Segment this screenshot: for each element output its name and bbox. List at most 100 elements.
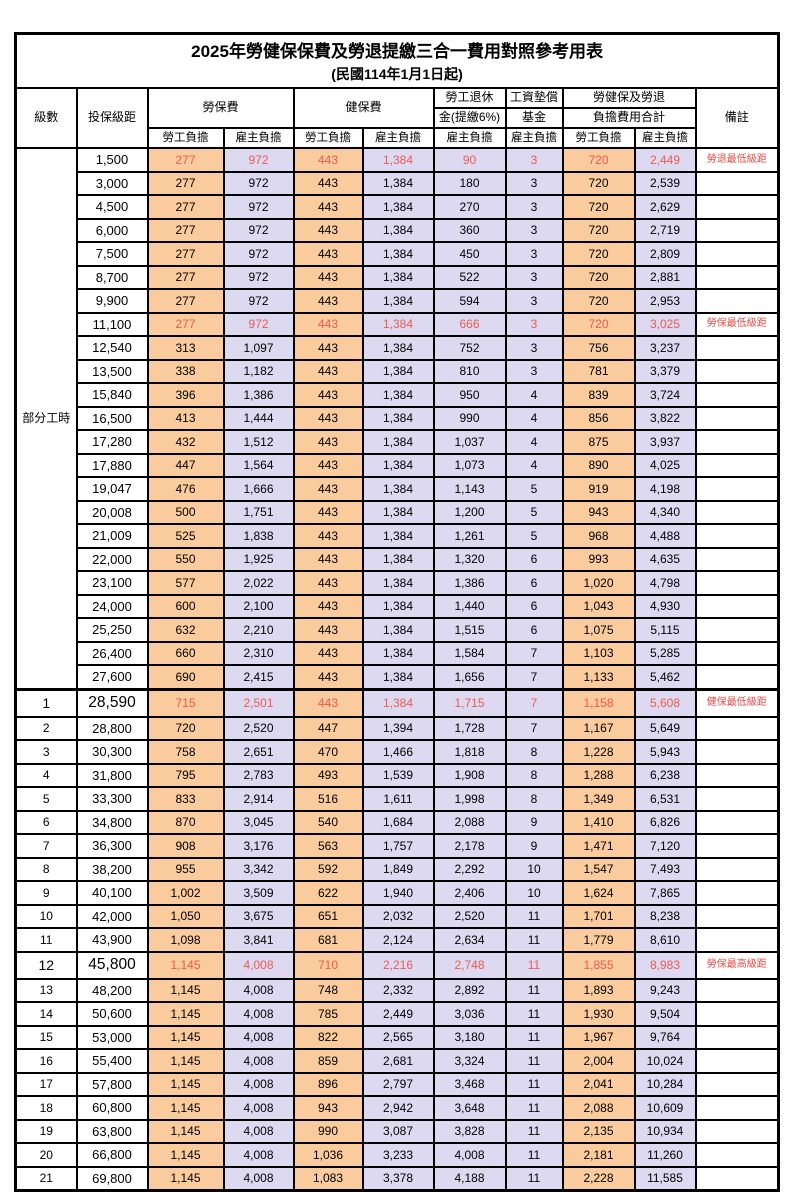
value-cell: 856 (561, 405, 636, 431)
value-cell: 277 (146, 264, 225, 290)
value-cell: 3,937 (633, 429, 697, 455)
remark-cell (694, 358, 780, 384)
value-cell: 11,585 (633, 1165, 697, 1192)
value-cell: 277 (146, 241, 225, 267)
value-cell: 4,008 (222, 977, 295, 1003)
value-cell: 4 (504, 452, 564, 478)
level-cell: 20 (14, 1142, 78, 1168)
value-cell: 720 (146, 715, 225, 741)
value-cell: 720 (561, 288, 636, 314)
value-cell: 919 (561, 476, 636, 502)
value-cell: 2,719 (633, 217, 697, 243)
remark-cell: 勞保最低級距 (694, 311, 780, 337)
value-cell: 277 (146, 147, 225, 173)
value-cell: 4,008 (222, 1048, 295, 1074)
value-cell: 3,176 (222, 833, 295, 859)
remark-cell (694, 170, 780, 196)
value-cell: 1,384 (361, 358, 435, 384)
value-cell: 859 (292, 1048, 364, 1074)
value-cell: 4,008 (222, 1024, 295, 1050)
value-cell: 3 (504, 288, 564, 314)
remark-cell (694, 617, 780, 643)
level-cell: 17 (14, 1071, 78, 1097)
table-row: 16 55,400 1,145 4,008 859 2,681 3,324 11 2,004 10… (14, 1048, 780, 1074)
value-cell: 500 (146, 499, 225, 525)
value-cell: 681 (292, 927, 364, 953)
value-cell: 493 (292, 762, 364, 788)
value-cell: 277 (146, 288, 225, 314)
value-cell: 7 (504, 715, 564, 741)
bracket-cell: 23,100 (75, 570, 149, 596)
value-cell: 972 (222, 311, 295, 337)
table-row: 17 57,800 1,145 4,008 896 2,797 3,468 11 2,041 10… (14, 1071, 780, 1097)
value-cell: 443 (292, 170, 364, 196)
value-cell: 5,115 (633, 617, 697, 643)
table-row: 3 30,300 758 2,651 470 1,466 1,818 8 1,228 5,943 (14, 739, 780, 765)
table-row: 4,500 277 972 443 1,384 270 3 720 2,629 (16, 194, 780, 220)
value-cell: 1,145 (146, 1048, 225, 1074)
value-cell: 577 (146, 570, 225, 596)
value-cell: 4,008 (432, 1142, 507, 1168)
col-header-remark: 備註 (694, 87, 780, 149)
value-cell: 720 (561, 264, 636, 290)
value-cell: 443 (292, 358, 364, 384)
part-time-group-label: 部分工時 (14, 147, 78, 690)
value-cell: 3,324 (432, 1048, 507, 1074)
table-row: 1 28,590 715 2,501 443 1,384 1,715 7 1,158 5,608 健… (14, 687, 780, 718)
value-cell: 563 (292, 833, 364, 859)
value-cell: 11 (504, 1071, 564, 1097)
value-cell: 443 (292, 687, 364, 718)
value-cell: 4,008 (222, 950, 295, 980)
value-cell: 756 (561, 335, 636, 361)
value-cell: 710 (292, 950, 364, 980)
bracket-cell: 3,000 (75, 170, 149, 196)
value-cell: 993 (561, 546, 636, 572)
remark-cell (694, 241, 780, 267)
value-cell: 360 (432, 217, 507, 243)
value-cell: 470 (292, 739, 364, 765)
table-row: 7,500 277 972 443 1,384 450 3 720 2,809 (16, 241, 780, 267)
remark-cell (694, 977, 780, 1003)
bracket-cell: 69,800 (75, 1165, 149, 1192)
table-row: 4 31,800 795 2,783 493 1,539 1,908 8 1,288 6,238 (14, 762, 780, 788)
value-cell: 540 (292, 809, 364, 835)
table-row: 17,880 447 1,564 443 1,384 1,073 4 890 4,025 (16, 452, 780, 478)
value-cell: 443 (292, 640, 364, 666)
value-cell: 11 (504, 1095, 564, 1121)
value-cell: 7,120 (633, 833, 697, 859)
value-cell: 443 (292, 570, 364, 596)
value-cell: 3 (504, 311, 564, 337)
value-cell: 3 (504, 335, 564, 361)
level-cell: 11 (14, 927, 78, 953)
table-row: 26,400 660 2,310 443 1,384 1,584 7 1,103 5,285 (16, 640, 780, 666)
value-cell: 968 (561, 523, 636, 549)
value-cell: 785 (292, 1001, 364, 1027)
col-header-total-line2: 負擔費用合計 (561, 107, 697, 129)
value-cell: 443 (292, 405, 364, 431)
bracket-cell: 12,540 (75, 335, 149, 361)
value-cell: 1,083 (292, 1165, 364, 1192)
remark-cell (694, 1165, 780, 1192)
col-header-pension-line1: 勞工退休 (432, 87, 507, 109)
value-cell: 666 (432, 311, 507, 337)
remark-cell (694, 499, 780, 525)
value-cell: 1,779 (561, 927, 636, 953)
value-cell: 4 (504, 405, 564, 431)
value-cell: 443 (292, 194, 364, 220)
value-cell: 1,384 (361, 664, 435, 690)
table-row: 20,008 500 1,751 443 1,384 1,200 5 943 4,340 (16, 499, 780, 525)
value-cell: 443 (292, 241, 364, 267)
level-cell: 19 (14, 1118, 78, 1144)
value-cell: 1,386 (432, 570, 507, 596)
bracket-cell: 28,800 (75, 715, 149, 741)
value-cell: 443 (292, 523, 364, 549)
value-cell: 2,292 (432, 856, 507, 882)
value-cell: 1,818 (432, 739, 507, 765)
value-cell: 1,539 (361, 762, 435, 788)
table-row: 8 38,200 955 3,342 592 1,849 2,292 10 1,547 7,493 (14, 856, 780, 882)
bracket-cell: 9,900 (75, 288, 149, 314)
value-cell: 720 (561, 311, 636, 337)
value-cell: 3,509 (222, 880, 295, 906)
value-cell: 875 (561, 429, 636, 455)
value-cell: 11,260 (633, 1142, 697, 1168)
